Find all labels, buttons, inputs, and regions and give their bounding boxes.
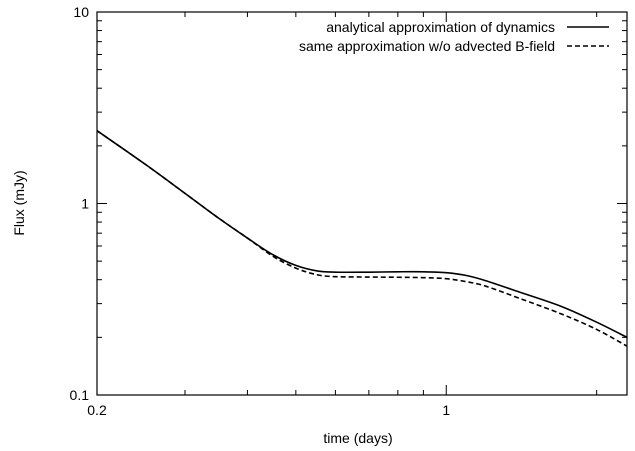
legend-label-0: analytical approximation of dynamics bbox=[326, 19, 555, 35]
x-axis-label: time (days) bbox=[323, 430, 392, 446]
y-tick-label: 0.1 bbox=[70, 387, 90, 403]
y-tick-label: 10 bbox=[73, 4, 89, 20]
legend: analytical approximation of dynamics same… bbox=[299, 19, 609, 54]
tick-labels: 0.1 1 10 0.2 1 bbox=[70, 4, 451, 418]
legend-label-1: same approximation w/o advected B-field bbox=[299, 38, 555, 54]
y-tick-label: 1 bbox=[81, 196, 89, 212]
series-line-1 bbox=[96, 130, 628, 347]
series-line-0 bbox=[96, 130, 628, 339]
x-tick-label: 0.2 bbox=[87, 402, 107, 418]
tick-marks bbox=[96, 11, 627, 396]
x-tick-label: 1 bbox=[442, 402, 450, 418]
series-lines bbox=[96, 130, 628, 347]
plot-frame bbox=[96, 11, 628, 396]
y-axis-label: Flux (mJy) bbox=[11, 170, 27, 235]
